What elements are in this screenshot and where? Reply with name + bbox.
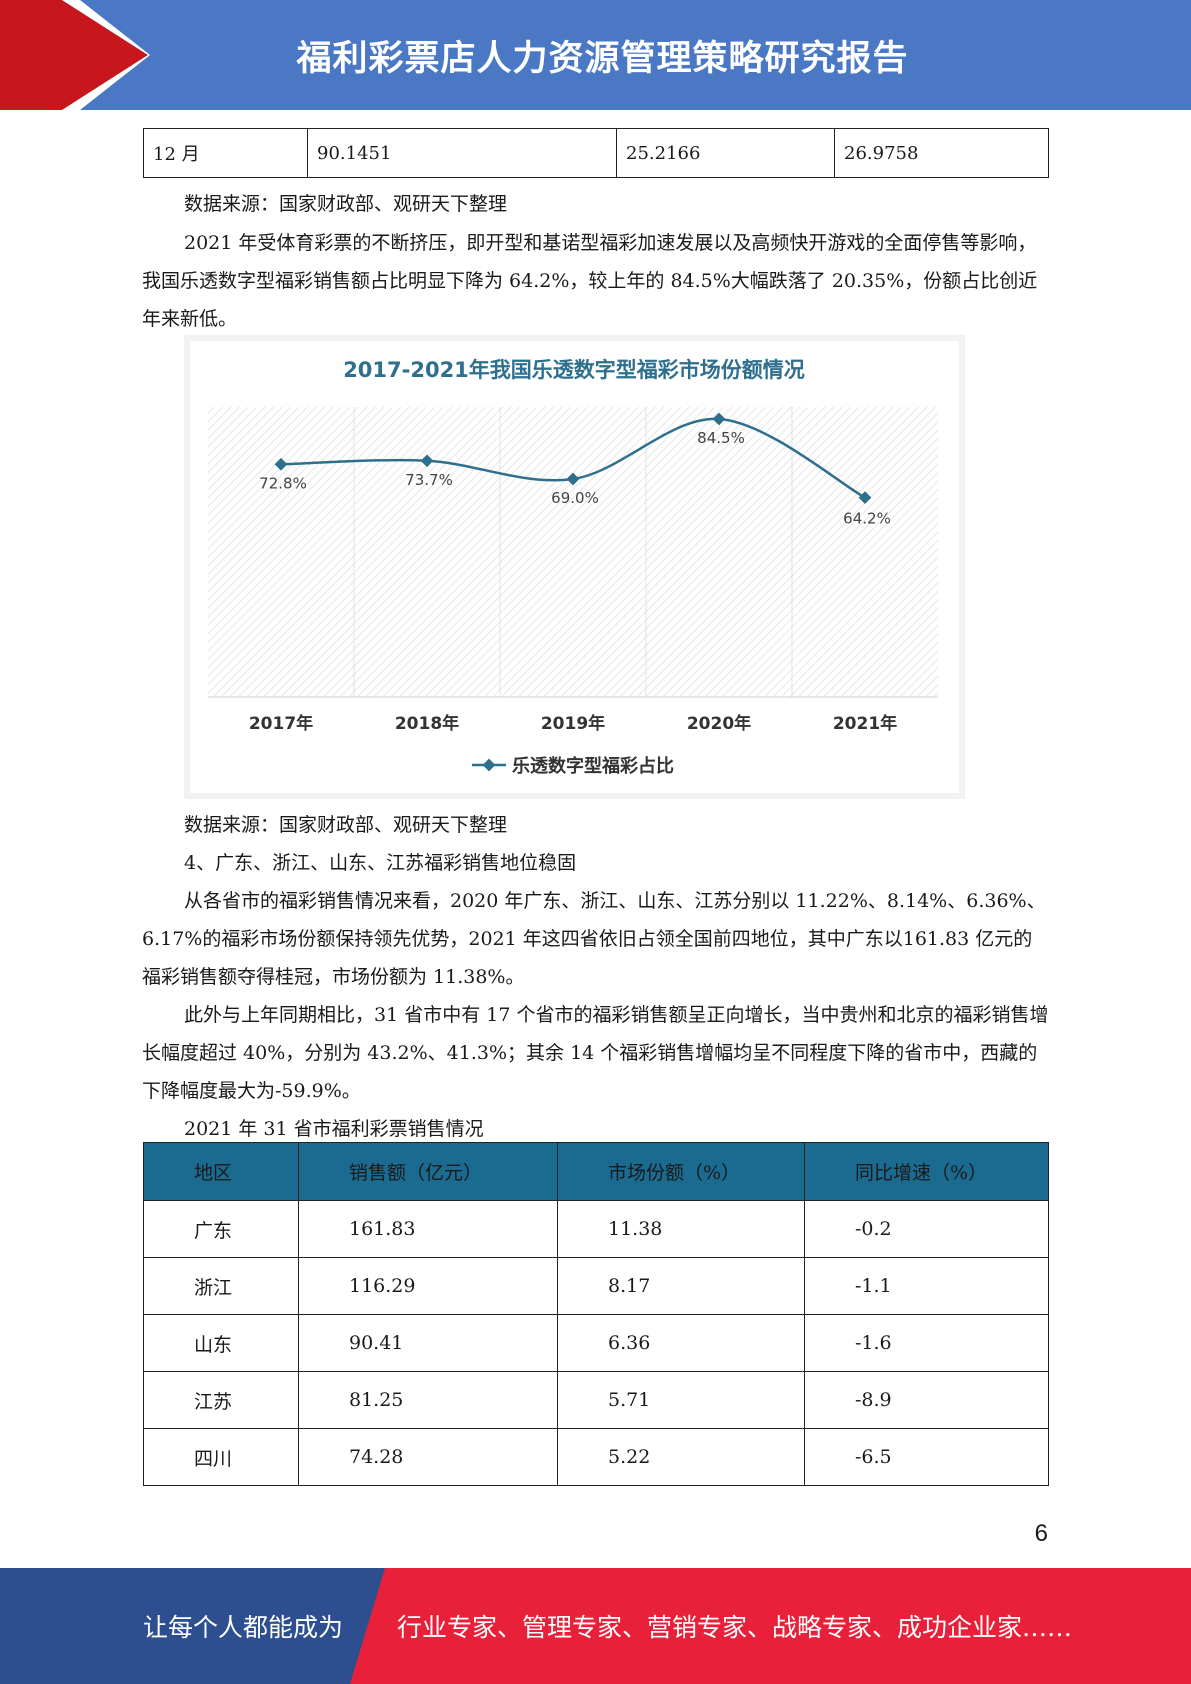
column-header: 销售额（亿元） — [298, 1142, 558, 1201]
legend-label: 乐透数字型福彩占比 — [512, 755, 674, 777]
table-cell: 8.17 — [557, 1257, 805, 1315]
page-number: 6 — [1034, 1520, 1048, 1547]
table-cell: 广东 — [143, 1200, 299, 1258]
table-cell: 四川 — [143, 1428, 299, 1486]
paragraph: 2021 年受体育彩票的不断挤压，即开型和基诺型福彩加速发展以及高频快开游戏的全… — [142, 232, 1038, 330]
table-row: 广东 161.83 11.38 -0.2 — [143, 1200, 1049, 1258]
data-label: 73.7% — [405, 471, 453, 489]
table-cell: 116.29 — [298, 1257, 558, 1315]
paragraph: 此外与上年同期相比，31 省市中有 17 个省市的福彩销售额呈正向增长，当中贵州… — [142, 1004, 1049, 1102]
chart-grid — [208, 407, 938, 698]
table-cell: 江苏 — [143, 1371, 299, 1429]
table-cell: 5.71 — [557, 1371, 805, 1429]
table-cell: -8.9 — [804, 1371, 1049, 1429]
table-cell: 90.41 — [298, 1314, 558, 1372]
table-cell: 12 月 — [143, 128, 308, 178]
x-tick-label: 2020年 — [687, 713, 751, 734]
source-note: 数据来源：国家财政部、观研天下整理 — [184, 193, 508, 215]
table-header-row: 地区 销售额（亿元） 市场份额（%） 同比增速（%） — [143, 1142, 1049, 1201]
page-footer: 让每个人都能成为 行业专家、管理专家、营销专家、战略专家、成功企业家…… — [0, 1568, 1191, 1684]
table-caption: 2021 年 31 省市福利彩票销售情况 — [184, 1118, 484, 1140]
table-cell: 5.22 — [557, 1428, 805, 1486]
table-cell: -6.5 — [804, 1428, 1049, 1486]
footer-slogan-right: 行业专家、管理专家、营销专家、战略专家、成功企业家…… — [397, 1613, 1073, 1642]
column-header: 地区 — [143, 1142, 299, 1201]
chart-title: 2017-2021年我国乐透数字型福彩市场份额情况 — [343, 358, 805, 382]
footer-background — [0, 1568, 1191, 1684]
table-cell: 81.25 — [298, 1371, 558, 1429]
line-chart: 2017-2021年我国乐透数字型福彩市场份额情况 72.8% 73.7% 69.0… — [184, 335, 965, 799]
x-tick-label: 2021年 — [833, 713, 897, 734]
table-cell: 浙江 — [143, 1257, 299, 1315]
page-header: 福利彩票店人力资源管理策略研究报告 — [0, 0, 1191, 110]
table-cell: 26.9758 — [834, 128, 1049, 178]
paragraph: 从各省市的福彩销售情况来看，2020 年广东、浙江、山东、江苏分别以 11.22… — [142, 890, 1046, 988]
province-sales-table: 地区 销售额（亿元） 市场份额（%） 同比增速（%） 广东 161.83 11.38… — [143, 1142, 1049, 1486]
table-cell: -1.6 — [804, 1314, 1049, 1372]
table-row: 浙江 116.29 8.17 -1.1 — [143, 1257, 1049, 1315]
plot-area — [208, 407, 938, 697]
footer-slogan-left: 让每个人都能成为 — [143, 1613, 344, 1642]
column-header: 市场份额（%） — [557, 1142, 805, 1201]
x-tick-label: 2019年 — [541, 713, 605, 734]
data-label: 64.2% — [843, 510, 891, 528]
table-cell: 6.36 — [557, 1314, 805, 1372]
table-cell: 25.2166 — [616, 128, 835, 178]
x-tick-label: 2017年 — [249, 713, 313, 734]
header-arrow-decoration — [0, 0, 150, 110]
table-cell: -0.2 — [804, 1200, 1049, 1258]
column-header: 同比增速（%） — [804, 1142, 1049, 1201]
page-title: 福利彩票店人力资源管理策略研究报告 — [296, 38, 909, 79]
table-cell: 90.1451 — [307, 128, 617, 178]
table-row: 四川 74.28 5.22 -6.5 — [143, 1428, 1049, 1486]
table-cell: 11.38 — [557, 1200, 805, 1258]
section-heading: 4、广东、浙江、山东、江苏福彩销售地位稳固 — [184, 852, 577, 874]
x-tick-label: 2018年 — [395, 713, 459, 734]
table-cell: -1.1 — [804, 1257, 1049, 1315]
table-cell: 161.83 — [298, 1200, 558, 1258]
table-row: 江苏 81.25 5.71 -8.9 — [143, 1371, 1049, 1429]
table-cell: 74.28 — [298, 1428, 558, 1486]
data-point — [420, 454, 434, 468]
monthly-table: 12 月 90.1451 25.2166 26.9758 — [143, 128, 1049, 178]
table-row: 12 月 90.1451 25.2166 26.9758 — [143, 128, 1049, 178]
chart-svg: 2017-2021年我国乐透数字型福彩市场份额情况 72.8% 73.7% 69.0… — [184, 335, 965, 799]
data-label: 84.5% — [697, 429, 745, 447]
table-body: 广东 161.83 11.38 -0.2 浙江 116.29 8.17 -1.1 山东 90.41… — [143, 1200, 1049, 1486]
table-cell: 山东 — [143, 1314, 299, 1372]
table-row: 山东 90.41 6.36 -1.6 — [143, 1314, 1049, 1372]
data-label: 69.0% — [551, 489, 599, 507]
source-note: 数据来源：国家财政部、观研天下整理 — [184, 814, 508, 836]
data-label: 72.8% — [259, 474, 307, 492]
